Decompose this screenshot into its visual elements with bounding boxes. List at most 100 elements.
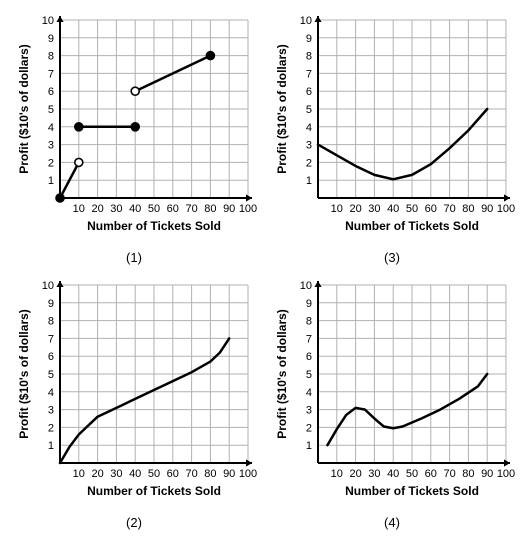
svg-text:70: 70 [443, 468, 455, 480]
svg-text:1: 1 [48, 440, 54, 452]
svg-text:40: 40 [129, 203, 141, 215]
svg-text:4: 4 [306, 387, 312, 399]
svg-text:5: 5 [306, 104, 312, 116]
svg-text:30: 30 [368, 203, 380, 215]
panel-2: 10203040506070809010012345678910Number o… [10, 275, 258, 530]
svg-text:7: 7 [48, 333, 54, 345]
svg-text:Number of Tickets Sold: Number of Tickets Sold [87, 219, 221, 233]
svg-text:70: 70 [185, 203, 197, 215]
svg-text:9: 9 [306, 298, 312, 310]
svg-text:80: 80 [462, 468, 474, 480]
svg-text:60: 60 [425, 468, 437, 480]
svg-text:9: 9 [306, 33, 312, 45]
svg-text:Profit ($10's of dollars): Profit ($10's of dollars) [275, 44, 289, 174]
svg-text:50: 50 [148, 203, 160, 215]
svg-text:60: 60 [167, 203, 179, 215]
svg-text:30: 30 [110, 203, 122, 215]
svg-text:6: 6 [306, 351, 312, 363]
svg-text:3: 3 [48, 140, 54, 152]
svg-text:Profit ($10's of dollars): Profit ($10's of dollars) [275, 309, 289, 439]
svg-text:2: 2 [306, 157, 312, 169]
svg-text:Profit ($10's of dollars): Profit ($10's of dollars) [17, 44, 31, 174]
svg-text:100: 100 [239, 203, 257, 215]
svg-text:100: 100 [497, 468, 515, 480]
svg-text:100: 100 [239, 468, 257, 480]
svg-text:20: 20 [91, 203, 103, 215]
svg-text:6: 6 [48, 351, 54, 363]
svg-text:20: 20 [349, 468, 361, 480]
svg-text:5: 5 [306, 369, 312, 381]
chart-3: 10203040506070809010012345678910Number o… [268, 10, 516, 248]
caption-3: (3) [384, 250, 400, 265]
svg-text:40: 40 [387, 203, 399, 215]
svg-text:2: 2 [48, 422, 54, 434]
caption-4: (4) [384, 515, 400, 530]
caption-2: (2) [126, 515, 142, 530]
svg-text:5: 5 [48, 369, 54, 381]
svg-text:100: 100 [497, 203, 515, 215]
svg-text:10: 10 [73, 203, 85, 215]
svg-text:4: 4 [48, 387, 54, 399]
svg-text:60: 60 [425, 203, 437, 215]
svg-text:10: 10 [300, 15, 312, 27]
svg-text:8: 8 [306, 316, 312, 328]
svg-text:Number of Tickets Sold: Number of Tickets Sold [345, 484, 479, 498]
svg-text:90: 90 [481, 203, 493, 215]
svg-text:10: 10 [73, 468, 85, 480]
svg-text:80: 80 [204, 203, 216, 215]
svg-text:5: 5 [48, 104, 54, 116]
svg-text:3: 3 [48, 405, 54, 417]
panel-3: 10203040506070809010012345678910Number o… [268, 10, 516, 265]
svg-text:90: 90 [481, 468, 493, 480]
svg-text:10: 10 [300, 280, 312, 292]
svg-text:8: 8 [306, 51, 312, 63]
svg-text:70: 70 [443, 203, 455, 215]
svg-text:8: 8 [48, 51, 54, 63]
svg-text:3: 3 [306, 140, 312, 152]
svg-text:1: 1 [48, 175, 54, 187]
svg-text:9: 9 [48, 298, 54, 310]
svg-text:30: 30 [110, 468, 122, 480]
svg-text:50: 50 [406, 203, 418, 215]
svg-text:50: 50 [406, 468, 418, 480]
svg-text:4: 4 [306, 122, 312, 134]
svg-text:10: 10 [42, 15, 54, 27]
panel-4: 10203040506070809010012345678910Number o… [268, 275, 516, 530]
svg-text:1: 1 [306, 440, 312, 452]
svg-text:40: 40 [387, 468, 399, 480]
svg-text:10: 10 [42, 280, 54, 292]
svg-text:6: 6 [306, 86, 312, 98]
panel-1: 10203040506070809010012345678910Number o… [10, 10, 258, 265]
chart-1: 10203040506070809010012345678910Number o… [10, 10, 258, 248]
svg-text:9: 9 [48, 33, 54, 45]
svg-text:2: 2 [48, 157, 54, 169]
svg-text:7: 7 [48, 68, 54, 80]
chart-grid: 10203040506070809010012345678910Number o… [10, 10, 516, 530]
svg-text:1: 1 [306, 175, 312, 187]
svg-text:Number of Tickets Sold: Number of Tickets Sold [87, 484, 221, 498]
svg-text:4: 4 [48, 122, 54, 134]
svg-text:10: 10 [331, 468, 343, 480]
svg-text:6: 6 [48, 86, 54, 98]
svg-text:Number of Tickets Sold: Number of Tickets Sold [345, 219, 479, 233]
svg-text:7: 7 [306, 333, 312, 345]
svg-text:70: 70 [185, 468, 197, 480]
svg-text:90: 90 [223, 468, 235, 480]
chart-4: 10203040506070809010012345678910Number o… [268, 275, 516, 513]
svg-text:2: 2 [306, 422, 312, 434]
chart-2: 10203040506070809010012345678910Number o… [10, 275, 258, 513]
svg-text:60: 60 [167, 468, 179, 480]
svg-text:7: 7 [306, 68, 312, 80]
caption-1: (1) [126, 250, 142, 265]
svg-text:20: 20 [91, 468, 103, 480]
svg-text:90: 90 [223, 203, 235, 215]
svg-text:Profit ($10's of dollars): Profit ($10's of dollars) [17, 309, 31, 439]
svg-text:30: 30 [368, 468, 380, 480]
svg-text:20: 20 [349, 203, 361, 215]
svg-text:8: 8 [48, 316, 54, 328]
svg-text:3: 3 [306, 405, 312, 417]
svg-text:50: 50 [148, 468, 160, 480]
svg-text:10: 10 [331, 203, 343, 215]
svg-text:80: 80 [462, 203, 474, 215]
svg-text:40: 40 [129, 468, 141, 480]
